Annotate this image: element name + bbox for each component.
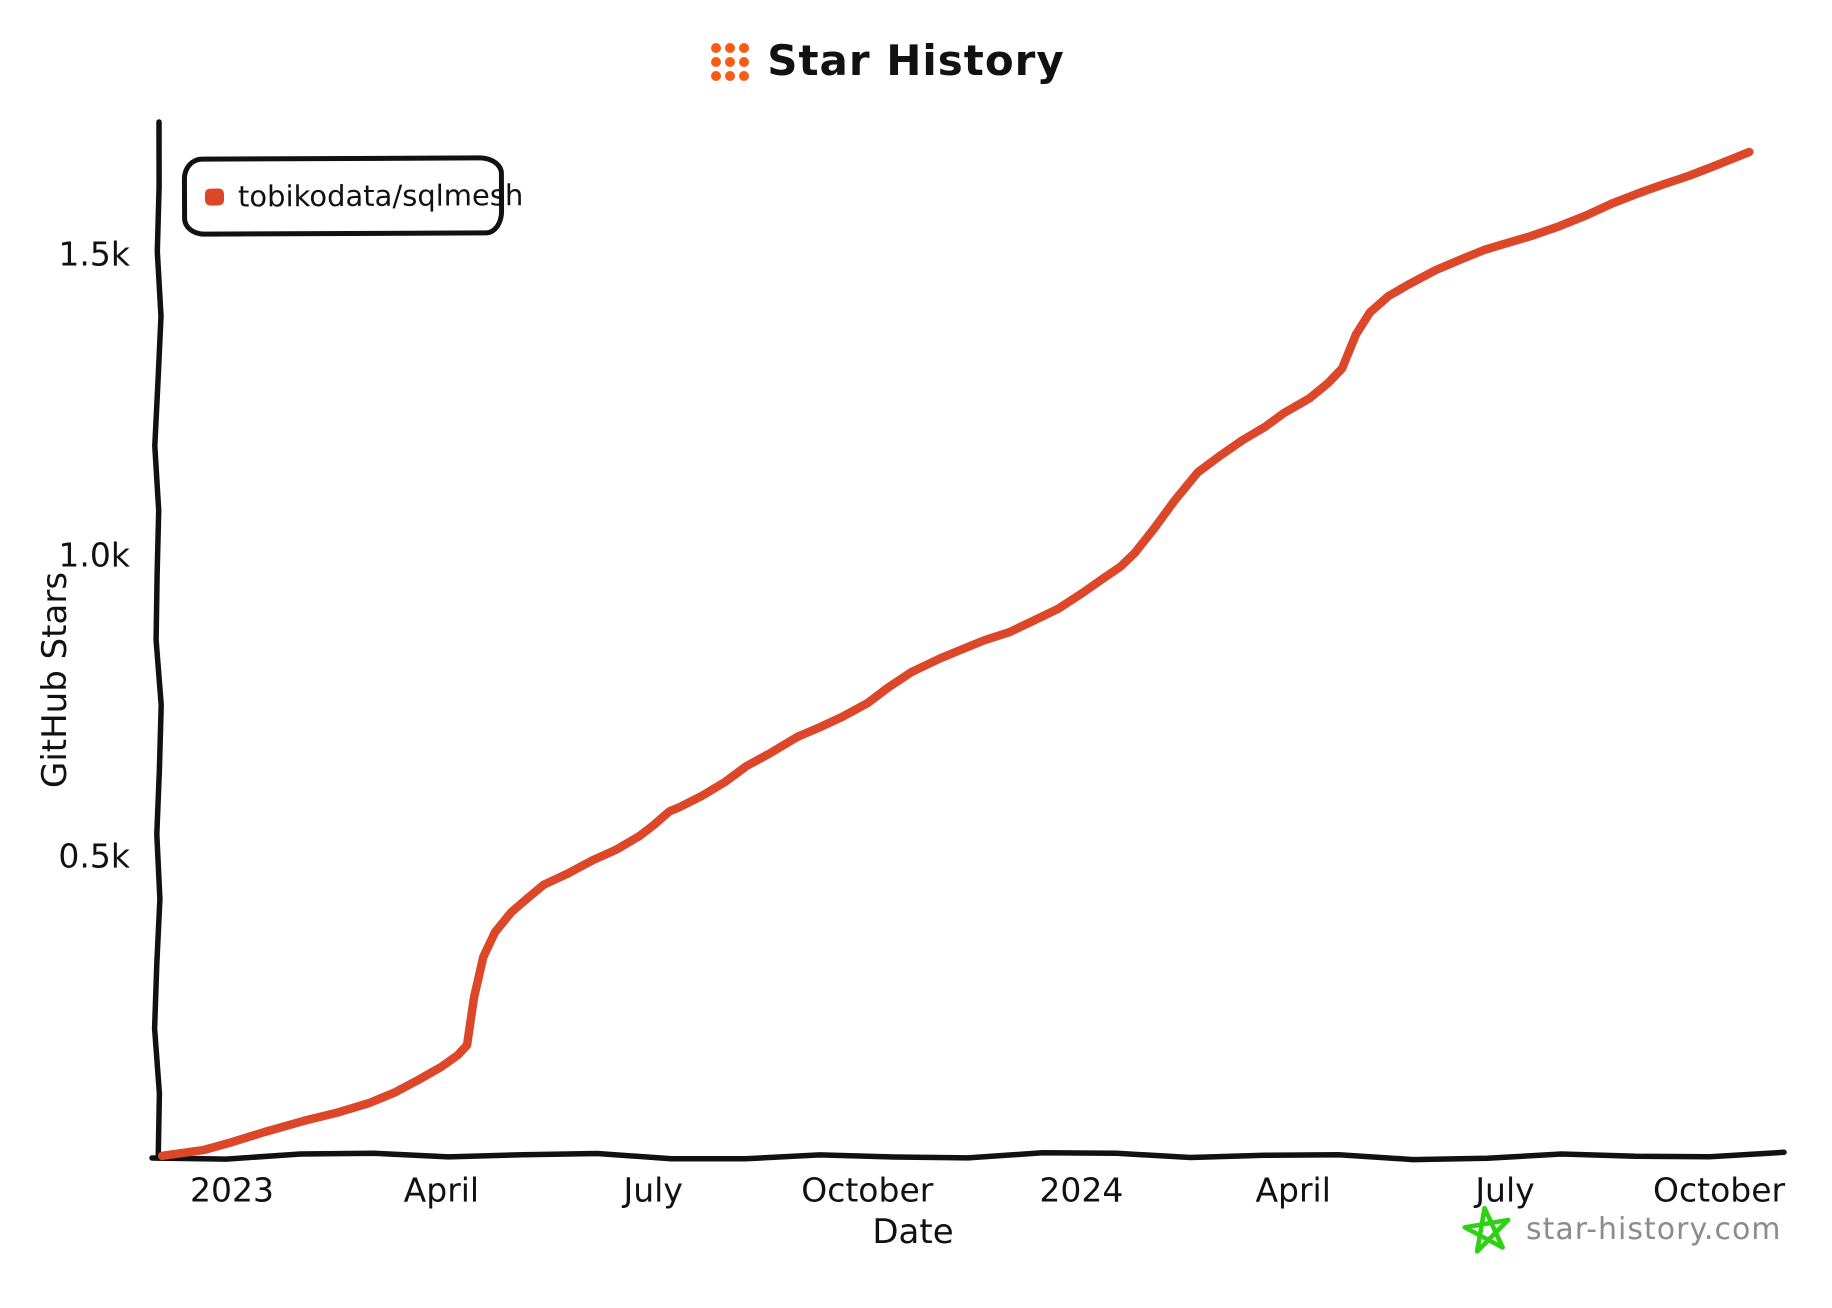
page-title: Star History bbox=[767, 36, 1065, 85]
y-tick-label-0: 0.5k bbox=[58, 837, 130, 876]
header: Star History bbox=[0, 36, 1804, 85]
star-history-logo-icon bbox=[711, 42, 750, 81]
x-axis-line bbox=[149, 1149, 1787, 1163]
x-tick-label-4: 2024 bbox=[1039, 1171, 1123, 1210]
y-tick-label-2: 1.5k bbox=[58, 235, 130, 274]
x-tick-label-1: April bbox=[404, 1171, 479, 1210]
green-star-icon bbox=[1462, 1205, 1511, 1254]
x-tick-label-2: July bbox=[622, 1171, 683, 1210]
y-tick-label-1: 1.0k bbox=[58, 536, 130, 575]
x-axis-title: Date bbox=[872, 1212, 953, 1252]
x-tick-label-5: April bbox=[1255, 1171, 1330, 1210]
series-marker-icon bbox=[204, 188, 225, 206]
y-axis-line bbox=[151, 119, 164, 1161]
legend-item-tobikodata-sqlmesh[interactable]: tobikodata/sqlmesh bbox=[237, 178, 524, 214]
x-tick-label-7: October bbox=[1653, 1171, 1785, 1210]
y-axis-title: GitHub Stars bbox=[35, 572, 75, 788]
footer-watermark: star-history.com bbox=[1462, 1204, 1782, 1254]
footer-site-link[interactable]: star-history.com bbox=[1526, 1211, 1782, 1247]
legend-box: tobikodata/sqlmesh bbox=[181, 155, 523, 237]
x-tick-label-3: October bbox=[801, 1171, 933, 1210]
x-tick-label-6: July bbox=[1473, 1171, 1534, 1210]
series-line-tobikodata-sqlmesh bbox=[157, 147, 1754, 1161]
x-tick-label-0: 2023 bbox=[190, 1171, 274, 1210]
